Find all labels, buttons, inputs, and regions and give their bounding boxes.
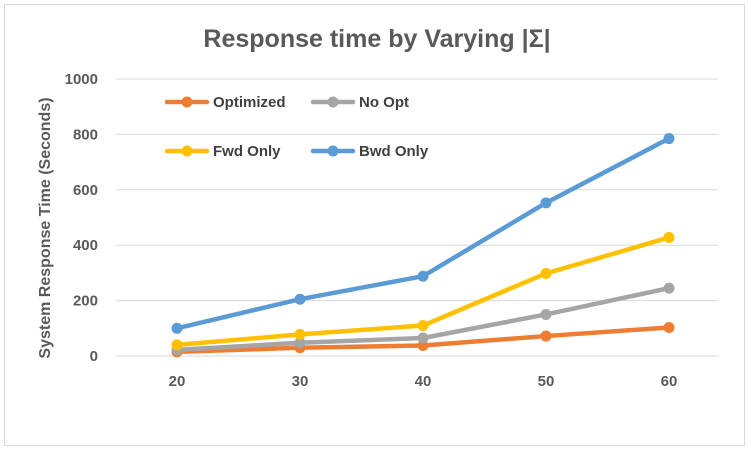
data-point [417, 320, 429, 332]
legend-swatch-marker [181, 96, 193, 108]
data-point [417, 332, 429, 344]
x-tick-label: 50 [538, 373, 555, 390]
x-tick-label: 60 [661, 373, 678, 390]
legend-item: No Opt [310, 94, 409, 111]
x-tick-label: 30 [292, 373, 309, 390]
y-tick-label: 1000 [65, 71, 98, 88]
data-point [540, 267, 552, 279]
data-point [171, 339, 183, 351]
legend-label: No Opt [359, 94, 409, 111]
data-point [663, 282, 675, 294]
data-point [540, 197, 552, 209]
series-bwd-only [171, 133, 675, 334]
y-tick-label: 0 [90, 348, 98, 365]
legend-label: Fwd Only [213, 143, 281, 160]
legend-item: Optimized [164, 94, 286, 111]
y-tick-label: 800 [73, 126, 98, 143]
data-point [663, 321, 675, 333]
y-tick-label: 400 [73, 237, 98, 254]
legend-swatch-marker [181, 145, 193, 157]
legend-label: Optimized [213, 94, 286, 111]
x-tick-label: 40 [415, 373, 432, 390]
x-tick-labels: 20 30 40 50 60 [169, 373, 678, 390]
series-no-opt [171, 282, 675, 356]
data-point [540, 308, 552, 320]
legend-item: Fwd Only [164, 143, 281, 160]
legend-swatch-marker [327, 96, 339, 108]
data-point [663, 231, 675, 243]
gridlines [116, 78, 718, 357]
data-point [540, 330, 552, 342]
legend-label: Bwd Only [359, 143, 429, 160]
series-line [174, 136, 672, 331]
series-lines [171, 133, 675, 358]
data-point [294, 293, 306, 305]
chart-title: Response time by Varying |Σ| [203, 25, 550, 53]
y-axis-label: System Response Time (Seconds) [37, 97, 54, 358]
data-point [294, 328, 306, 340]
legend-item: Bwd Only [310, 143, 429, 160]
data-point [171, 322, 183, 334]
y-tick-label: 200 [73, 293, 98, 310]
chart-frame [4, 4, 745, 446]
legend-swatch-marker [327, 145, 339, 157]
series-fwd-only [171, 231, 675, 351]
data-point [294, 337, 306, 349]
data-point [417, 270, 429, 282]
y-tick-label: 600 [73, 182, 98, 199]
y-tick-labels: 0 200 400 600 800 1000 [65, 71, 98, 365]
x-tick-label: 20 [169, 373, 186, 390]
data-point [663, 133, 675, 145]
legend: Optimized No Opt Fwd Only Bwd Only [164, 94, 429, 160]
